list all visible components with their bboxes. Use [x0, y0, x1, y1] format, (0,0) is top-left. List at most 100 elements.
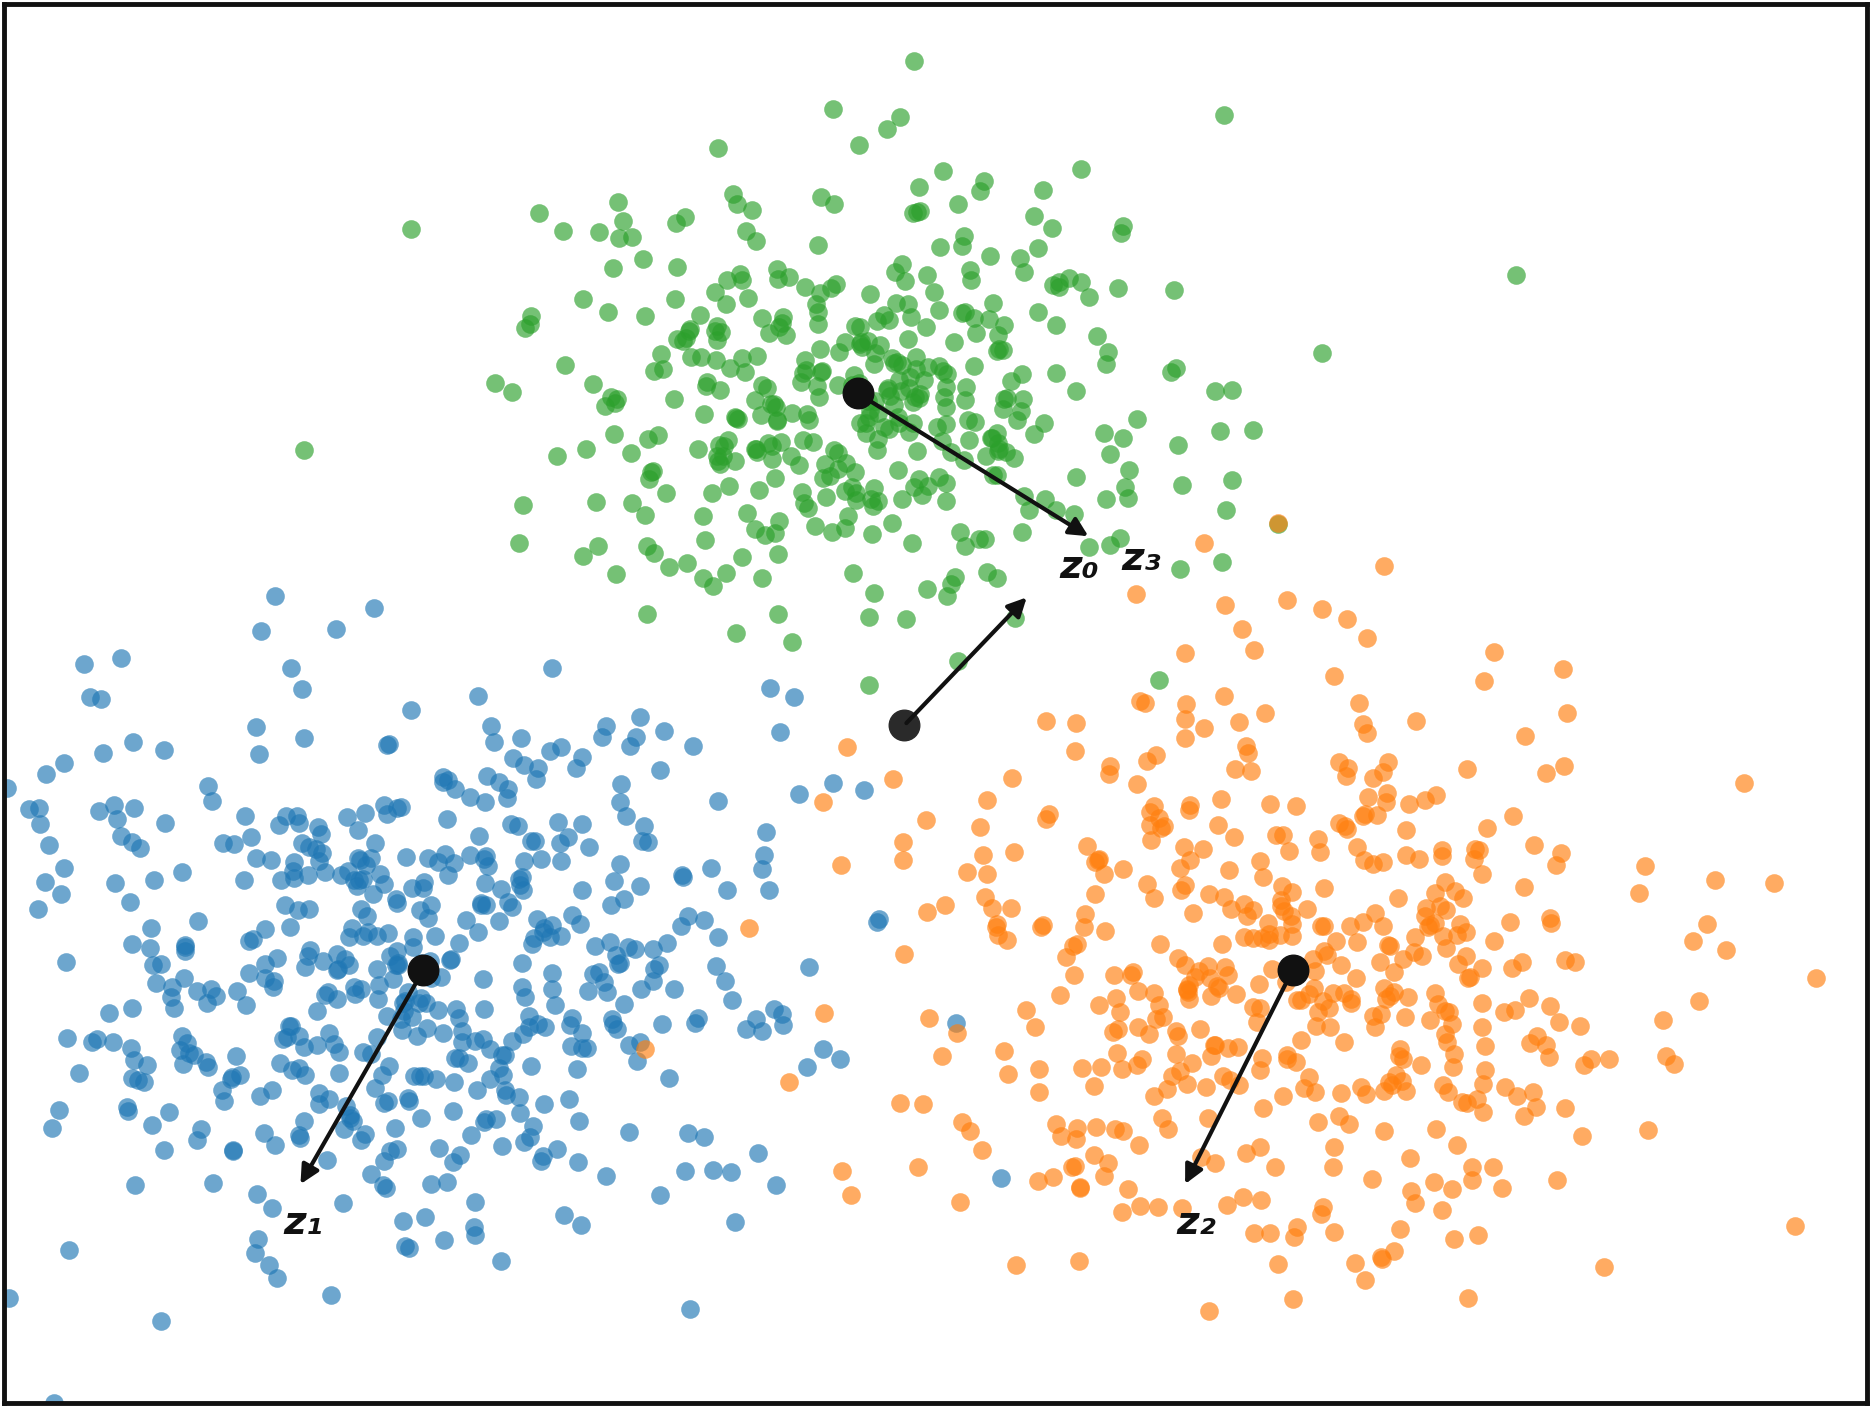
- Point: [1123, 1016, 1153, 1038]
- Point: [1371, 781, 1401, 803]
- Point: [1289, 1076, 1319, 1099]
- Point: [352, 854, 382, 877]
- Point: [872, 377, 902, 400]
- Point: [1469, 1100, 1499, 1123]
- Point: [1027, 179, 1057, 201]
- Point: [150, 739, 180, 761]
- Point: [964, 528, 994, 550]
- Point: [120, 1050, 150, 1072]
- Point: [819, 439, 849, 461]
- Point: [902, 439, 932, 461]
- Point: [848, 336, 877, 359]
- Point: [730, 360, 760, 383]
- Point: [1207, 788, 1237, 810]
- Point: [1779, 1216, 1809, 1238]
- Point: [1411, 789, 1441, 812]
- Point: [335, 1106, 365, 1128]
- Point: [907, 484, 937, 507]
- Point: [743, 442, 773, 464]
- Point: [451, 909, 481, 931]
- Point: [1420, 912, 1450, 934]
- Point: [1510, 1104, 1540, 1127]
- Point: [348, 868, 378, 891]
- Point: [760, 998, 790, 1020]
- Point: [1108, 214, 1138, 236]
- Point: [118, 730, 148, 753]
- Point: [1023, 236, 1053, 259]
- Point: [1472, 816, 1502, 839]
- Point: [1497, 957, 1527, 979]
- Point: [1123, 772, 1153, 795]
- Point: [857, 494, 887, 516]
- Point: [722, 193, 752, 215]
- Point: [819, 193, 849, 215]
- Point: [447, 1030, 477, 1052]
- Point: [256, 1196, 286, 1218]
- Point: [1147, 1107, 1177, 1130]
- Point: [1431, 899, 1461, 922]
- Point: [956, 269, 986, 291]
- Point: [1371, 791, 1401, 813]
- Point: [1145, 933, 1175, 955]
- Point: [1089, 1165, 1119, 1188]
- Point: [761, 1173, 791, 1196]
- Point: [924, 466, 954, 488]
- Point: [245, 620, 275, 643]
- Point: [885, 411, 915, 433]
- Point: [283, 805, 312, 827]
- Point: [747, 374, 776, 397]
- Point: [391, 846, 421, 868]
- Point: [904, 383, 934, 405]
- Point: [460, 1190, 490, 1213]
- Point: [1336, 988, 1366, 1010]
- Point: [284, 1024, 314, 1047]
- Point: [438, 1100, 468, 1123]
- Point: [936, 440, 965, 463]
- Point: [1469, 670, 1499, 692]
- Point: [172, 1033, 202, 1055]
- Point: [602, 388, 632, 411]
- Point: [170, 936, 200, 958]
- Point: [1246, 1189, 1276, 1211]
- Point: [198, 789, 228, 812]
- Point: [567, 813, 597, 836]
- Point: [1239, 418, 1269, 440]
- Point: [1038, 273, 1068, 295]
- Point: [662, 328, 692, 350]
- Point: [290, 1036, 320, 1058]
- Point: [930, 395, 960, 418]
- Point: [1168, 1197, 1197, 1220]
- Point: [1205, 976, 1235, 999]
- Point: [1246, 1137, 1276, 1159]
- Point: [640, 542, 670, 564]
- Point: [726, 348, 756, 370]
- Point: [1166, 857, 1196, 879]
- Point: [891, 608, 921, 630]
- Point: [1136, 801, 1166, 823]
- Point: [1124, 689, 1154, 712]
- Point: [636, 460, 666, 483]
- Point: [385, 1007, 415, 1030]
- Point: [546, 926, 576, 948]
- Point: [1233, 905, 1263, 927]
- Point: [1171, 978, 1201, 1000]
- Point: [1214, 1037, 1244, 1059]
- Point: [1010, 485, 1040, 508]
- Point: [1282, 1051, 1312, 1074]
- Point: [1368, 1248, 1398, 1271]
- Point: [761, 395, 791, 418]
- Point: [486, 1134, 516, 1157]
- Point: [881, 293, 911, 315]
- Point: [1145, 808, 1175, 830]
- Point: [462, 1078, 492, 1100]
- Point: [509, 317, 539, 339]
- Point: [490, 1079, 520, 1102]
- Point: [855, 606, 885, 629]
- Point: [1007, 363, 1037, 386]
- Point: [1269, 899, 1298, 922]
- Point: [275, 1014, 305, 1037]
- Point: [672, 326, 702, 349]
- Point: [1209, 104, 1239, 127]
- Point: [490, 1044, 520, 1067]
- Point: [741, 1007, 771, 1030]
